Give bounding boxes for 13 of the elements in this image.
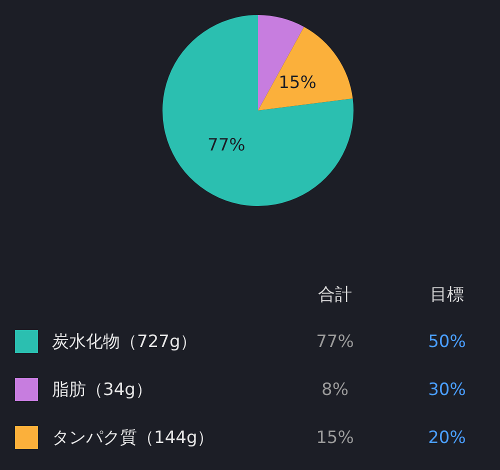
text: 30% [428, 379, 466, 401]
data-label: 77% [208, 136, 246, 156]
text: 合計 [318, 284, 352, 306]
text: 目標 [430, 284, 464, 306]
text: 77% [316, 331, 354, 353]
legend-label: 脂肪（34g） [52, 379, 152, 401]
text: 20% [428, 427, 466, 449]
text: 50% [428, 331, 466, 353]
data-label: 15% [278, 73, 316, 94]
legend-label: 炭水化物（727g） [52, 331, 198, 353]
legend-label: タンパク質（144g） [52, 427, 214, 449]
text: 8% [322, 379, 348, 401]
text: 15% [316, 427, 354, 449]
